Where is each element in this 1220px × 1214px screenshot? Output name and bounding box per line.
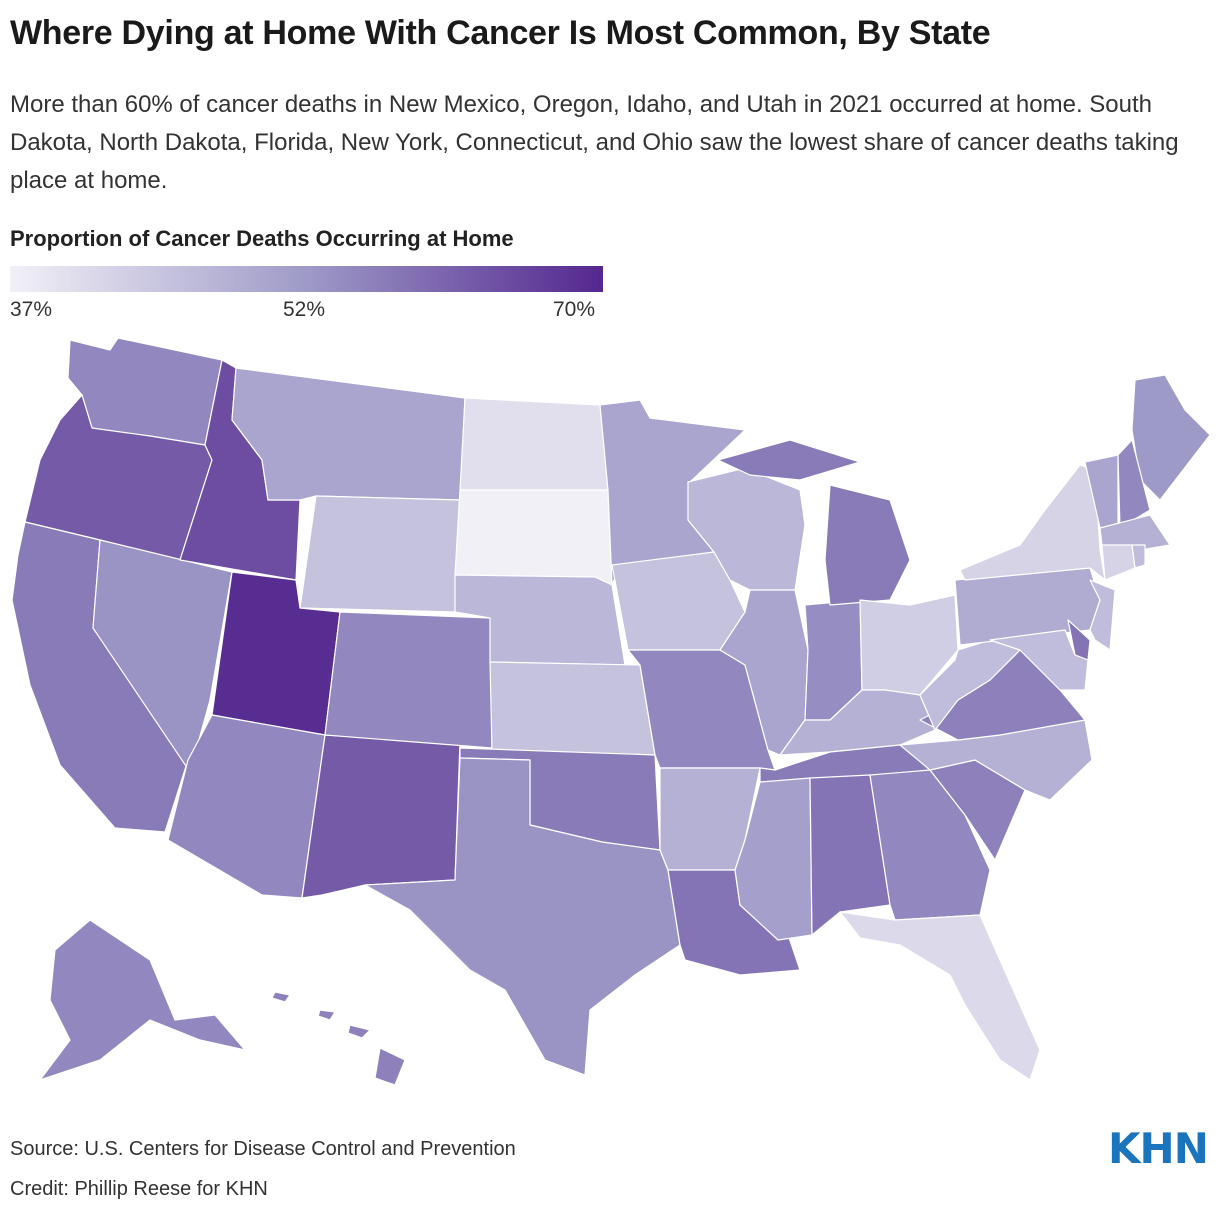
state-mi [717, 439, 911, 606]
legend-max-label: 70% [553, 298, 596, 321]
us-state-choropleth-map [11, 337, 1211, 1086]
legend-min-label: 37% [10, 298, 53, 321]
state-ri [1131, 544, 1146, 569]
state-nd [459, 397, 609, 491]
state-mt [231, 367, 466, 501]
state-ny [959, 464, 1106, 581]
legend-color-scale [10, 266, 603, 292]
state-ms [734, 777, 813, 941]
chart-subtitle: More than 60% of cancer deaths in New Me… [10, 91, 1179, 194]
legend-mid-label: 52% [283, 298, 326, 321]
state-tx [364, 757, 681, 1076]
state-sd [454, 489, 613, 586]
chart-title: Where Dying at Home With Cancer Is Most … [10, 14, 991, 52]
state-nv [92, 539, 233, 773]
source-note: Source: U.S. Centers for Disease Control… [10, 1138, 516, 1160]
state-il [719, 589, 809, 756]
legend-gradient-bar [10, 266, 603, 292]
state-fl [839, 911, 1041, 1081]
state-nm [301, 734, 461, 899]
khn-logo: KHN [1108, 1124, 1209, 1173]
state-md [989, 629, 1089, 691]
state-ct [1101, 544, 1136, 581]
state-ma [1099, 514, 1171, 551]
state-nj [1089, 579, 1116, 651]
state-ks [489, 661, 656, 756]
state-ak [39, 919, 246, 1081]
legend-title: Proportion of Cancer Deaths Occurring at… [10, 226, 514, 251]
state-al [809, 774, 891, 936]
credit-note: Credit: Phillip Reese for KHN [10, 1178, 268, 1200]
state-hi [271, 991, 406, 1086]
state-co [324, 611, 493, 749]
state-wy [299, 495, 461, 613]
state-me [1131, 374, 1211, 501]
state-nh [1117, 439, 1151, 529]
